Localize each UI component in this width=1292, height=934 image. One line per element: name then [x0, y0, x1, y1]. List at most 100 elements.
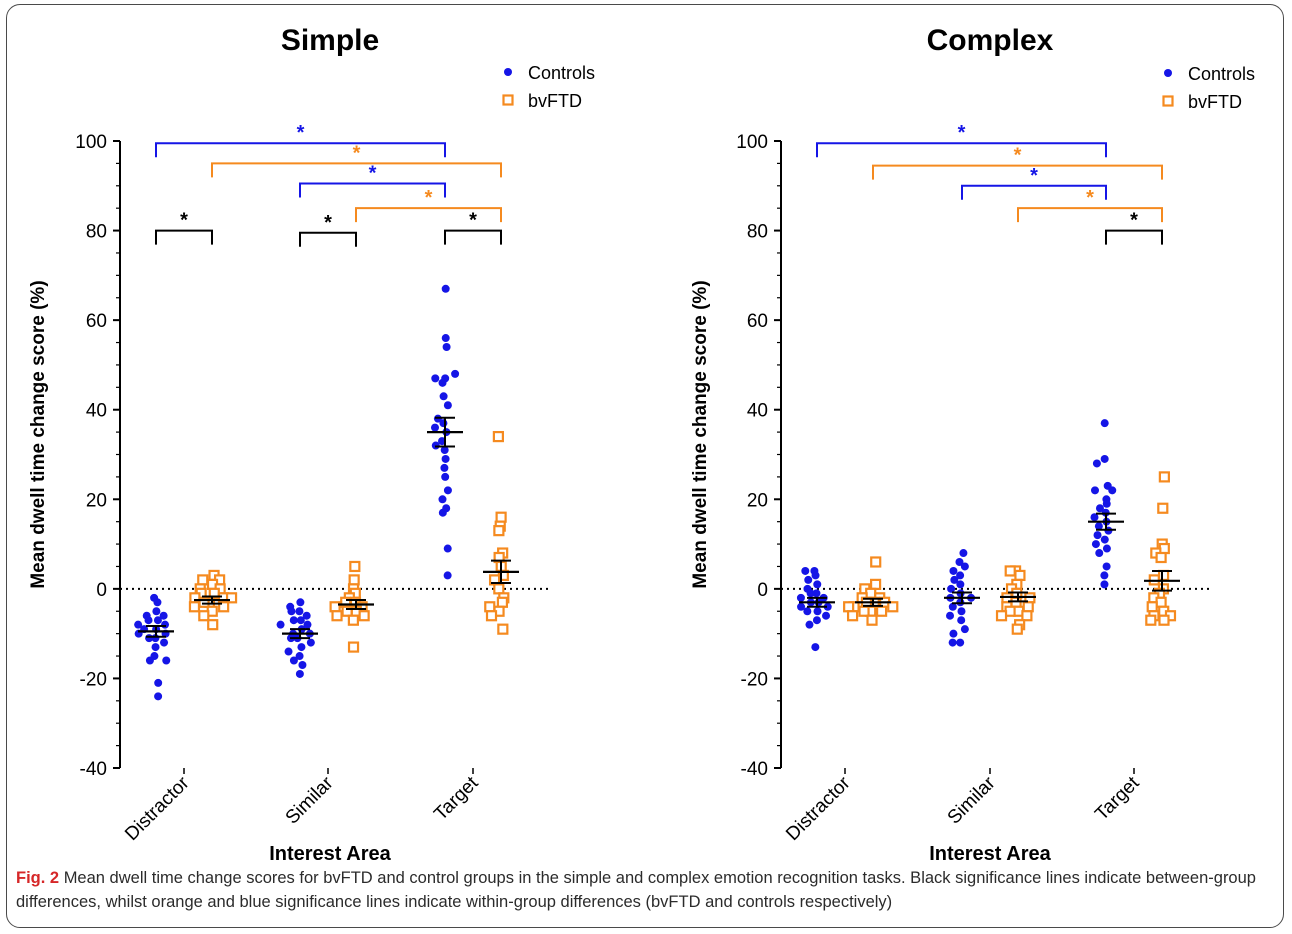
- controls-point: [442, 343, 451, 352]
- controls-point: [948, 638, 957, 647]
- significance-star: *: [1014, 145, 1022, 167]
- significance-bracket: [961, 184, 1107, 200]
- controls-point: [805, 620, 814, 629]
- legend-controls-marker: [504, 68, 512, 76]
- controls-point: [296, 598, 305, 607]
- bvftd-point: [1022, 601, 1034, 613]
- caption-text: Mean dwell time change scores for bvFTD …: [16, 869, 1256, 911]
- controls-point: [284, 647, 293, 656]
- bvftd-point: [349, 560, 361, 573]
- x-axis-label: Interest Area: [929, 843, 1051, 862]
- controls-point: [145, 656, 154, 665]
- controls-point: [804, 575, 813, 584]
- significance-star: *: [1130, 210, 1138, 232]
- y-tick-label: 0: [96, 580, 107, 601]
- y-tick-label: 0: [757, 580, 768, 601]
- controls-point: [1100, 454, 1109, 463]
- y-tick-label: 80: [747, 222, 768, 243]
- legend-label-bvftd: bvFTD: [528, 91, 582, 111]
- controls-point: [946, 611, 955, 620]
- bvftd-point: [1158, 471, 1170, 483]
- x-tick-label-distractor: Distractor: [121, 772, 194, 845]
- controls-point: [154, 678, 163, 687]
- legend-label-bvftd: bvFTD: [1188, 92, 1242, 112]
- controls-point: [431, 374, 440, 383]
- controls-point: [957, 616, 966, 625]
- controls-point: [134, 620, 143, 629]
- y-axis-label: Mean dwell time change score (%): [690, 280, 711, 588]
- controls-point: [1092, 459, 1101, 468]
- controls-point: [796, 593, 805, 602]
- significance-bracket: [299, 231, 357, 247]
- controls-point: [145, 634, 154, 643]
- bvftd-point: [225, 592, 238, 604]
- legend-bvftd-marker: [502, 94, 514, 106]
- significance-star: *: [369, 163, 377, 185]
- significance-bracket: [299, 182, 446, 198]
- figure-chart: Simple -40 -20 0 20 40 60 80 100 Mean dwell time …: [28, 24, 1255, 862]
- controls-point: [297, 643, 306, 652]
- x-tick-label-similar: Similar: [944, 772, 1000, 828]
- controls-point: [1100, 535, 1109, 544]
- bvftd-point: [843, 601, 855, 613]
- controls-point: [947, 584, 956, 593]
- bvftd-point: [348, 574, 360, 586]
- significance-bracket: [211, 162, 502, 178]
- significance-bracket: [155, 142, 446, 158]
- significance-bracket: [155, 229, 213, 245]
- controls-point: [276, 620, 285, 629]
- controls-point: [822, 611, 831, 620]
- controls-point: [289, 616, 298, 625]
- chart-title: Simple: [281, 24, 379, 57]
- controls-point: [303, 620, 312, 629]
- controls-point: [451, 369, 460, 378]
- significance-star: *: [1086, 187, 1094, 209]
- controls-point: [439, 392, 448, 401]
- x-tick-label-similar: Similar: [282, 772, 338, 828]
- controls-point: [443, 401, 452, 410]
- panel-complex: Complex -40 -20 0 20 40 60 80 100 Mean dwell time…: [690, 24, 1255, 862]
- y-tick-label: 60: [747, 311, 768, 332]
- controls-point: [159, 611, 168, 620]
- legend-controls-marker: [1164, 69, 1172, 77]
- bvftd-point: [198, 610, 210, 622]
- y-tick-label: -20: [80, 669, 107, 690]
- chart-title: Complex: [927, 24, 1054, 57]
- controls-point: [797, 602, 806, 611]
- bvftd-point: [1157, 502, 1169, 514]
- bvftd-point: [485, 610, 498, 622]
- bvftd-point: [869, 578, 882, 590]
- bvftd-point: [846, 610, 859, 622]
- controls-point: [144, 616, 153, 625]
- significance-star: *: [297, 122, 305, 144]
- controls-point: [960, 625, 969, 634]
- bvftd-point: [1145, 614, 1157, 626]
- bvftd-point: [1021, 610, 1033, 622]
- controls-point: [296, 616, 305, 625]
- controls-point: [1090, 513, 1099, 522]
- bvftd-point: [495, 511, 507, 523]
- significance-star: *: [469, 210, 477, 232]
- y-tick-label: -40: [80, 759, 107, 780]
- controls-point: [1094, 522, 1103, 531]
- bvftd-point: [1014, 569, 1026, 582]
- controls-point: [960, 562, 969, 571]
- panel-simple: Simple -40 -20 0 20 40 60 80 100 Mean dwell time …: [28, 24, 595, 862]
- controls-point: [441, 334, 450, 343]
- controls-point: [1093, 531, 1102, 540]
- controls-point: [811, 643, 820, 652]
- bvftd-point: [484, 601, 496, 613]
- legend-bvftd-marker: [1162, 95, 1174, 107]
- legend: Controls bvFTD: [502, 63, 595, 111]
- y-tick-label: 100: [75, 132, 107, 153]
- y-axis-label: Mean dwell time change score (%): [28, 280, 49, 588]
- controls-point: [440, 446, 449, 455]
- x-tick-label-target: Target: [430, 772, 483, 825]
- bvftd-point: [347, 614, 359, 626]
- controls-point: [1090, 486, 1099, 495]
- controls-point: [1095, 549, 1104, 558]
- bvftd-point: [1011, 623, 1023, 635]
- figure-frame: [6, 4, 1284, 928]
- significance-star: *: [425, 187, 433, 209]
- y-tick-label: 40: [86, 401, 107, 422]
